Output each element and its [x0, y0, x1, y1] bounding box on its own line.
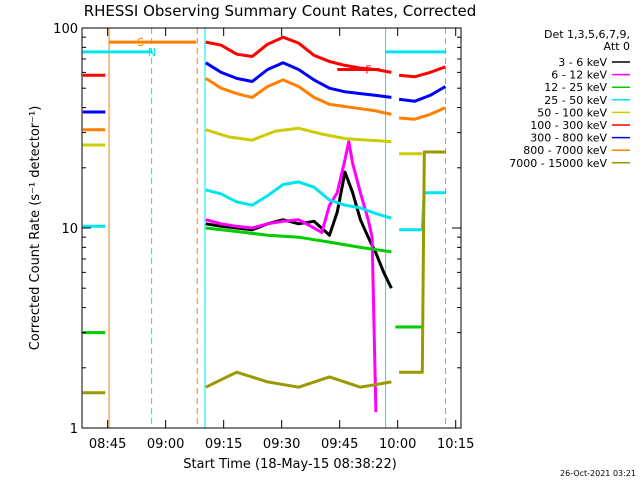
y-axis: 1 10 100 [53, 22, 461, 437]
legend-item: 100 - 300 keV [530, 119, 630, 132]
y-tick-label: 10 [61, 222, 78, 237]
x-tick-label: 09:30 [263, 437, 300, 452]
x-tick-label: 09:45 [321, 437, 358, 452]
legend-label: 300 - 800 keV [530, 132, 607, 145]
series-2-segment-1 [205, 226, 392, 254]
legend-label: 12 - 25 keV [544, 81, 607, 94]
legend-item: 800 - 7000 keV [523, 144, 630, 157]
x-tick-label: 10:15 [437, 437, 474, 452]
series-7-segment-1 [204, 77, 392, 116]
legend-label: 7000 - 15000 keV [509, 157, 607, 170]
series-7 [82, 77, 447, 132]
legend-label: 3 - 6 keV [558, 56, 607, 69]
series-4-segment-1 [205, 126, 392, 144]
x-tick-label: 09:00 [147, 437, 184, 452]
legend-item: 6 - 12 keV [551, 69, 630, 82]
series-3-segment-1 [205, 180, 392, 220]
legend-item: 50 - 100 keV [537, 106, 630, 119]
x-tick-label: 08:45 [89, 437, 126, 452]
y-tick-label: 1 [70, 422, 78, 437]
series-8-segment-1 [205, 370, 392, 389]
legend-item: 7000 - 15000 keV [509, 157, 630, 170]
series-5-segment-1 [205, 35, 392, 74]
legend-item: 12 - 25 keV [544, 81, 630, 94]
series-5 [82, 35, 447, 79]
series-5-segment-2 [398, 65, 447, 79]
legend-label: 6 - 12 keV [551, 69, 607, 82]
legend-item: 300 - 800 keV [530, 132, 630, 145]
series-8-segment-2 [399, 150, 446, 374]
series-6-segment-1 [205, 61, 392, 99]
flag-label-s: S [137, 36, 144, 49]
footer-timestamp: 26-Oct-2021 03:21 [560, 469, 636, 478]
series-8 [82, 150, 446, 395]
flag-label-n: N [148, 46, 156, 59]
series-2 [82, 226, 423, 335]
plot-frame [81, 27, 462, 429]
legend-header-line-1: Det 1,3,5,6,7,9, [544, 28, 630, 41]
x-tick-label: 09:15 [205, 437, 242, 452]
x-tick-label: 10:00 [379, 437, 416, 452]
series-3 [82, 180, 446, 232]
legend-header-line-2: Att 0 [604, 40, 630, 53]
legend-label: 50 - 100 keV [537, 106, 607, 119]
series-6-segment-2 [398, 85, 447, 103]
legend-label: 800 - 7000 keV [523, 144, 607, 157]
chart-title: RHESSI Observing Summary Count Rates, Co… [84, 2, 477, 20]
series-1 [205, 140, 378, 413]
legend-item: 3 - 6 keV [558, 56, 630, 69]
plot-area: SNF [82, 28, 447, 428]
y-tick-label: 100 [53, 22, 78, 37]
series-7-segment-2 [398, 106, 447, 121]
series-1-segment-0 [205, 140, 378, 413]
legend-label: 25 - 50 keV [544, 94, 607, 107]
x-axis-label: Start Time (18-May-15 08:38:22) [183, 457, 397, 472]
series-6 [82, 61, 447, 114]
y-axis-label: Corrected Count Rate (s⁻¹ detector⁻¹) [28, 106, 43, 351]
series-4 [82, 126, 423, 156]
legend-label: 100 - 300 keV [530, 119, 607, 132]
x-axis: 08:45 09:00 09:15 09:30 09:45 10:00 10:15 [89, 28, 474, 452]
legend-item: 25 - 50 keV [544, 94, 630, 107]
